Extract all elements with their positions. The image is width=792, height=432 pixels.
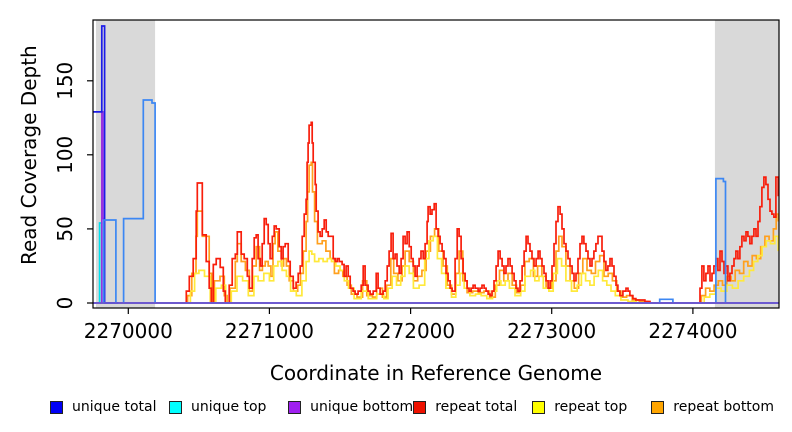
legend-item-unique-bottom: unique bottom — [288, 399, 413, 416]
x-tick-label: 2274000 — [648, 319, 737, 343]
shaded-region — [96, 20, 156, 308]
y-tick-label: 150 — [53, 62, 77, 100]
y-tick-label: 0 — [53, 297, 77, 310]
legend-label: repeat top — [554, 399, 628, 415]
plot-box — [92, 19, 780, 309]
y-tick-label: 50 — [53, 216, 77, 241]
x-tick-label: 2270000 — [84, 319, 173, 343]
series-repeat-bottom-line — [93, 161, 780, 304]
legend-item-unique-top: unique top — [169, 399, 288, 416]
x-axis-label: Coordinate in Reference Genome — [269, 361, 603, 385]
x-tick-label: 2273000 — [507, 319, 596, 343]
y-tick-label: 100 — [53, 136, 77, 174]
series-unique-total-line — [658, 298, 674, 303]
series-repeat-total-line — [93, 121, 780, 304]
y-axis-label: Read Coverage Depth — [17, 45, 41, 265]
legend-item-repeat-bottom: repeat bottom — [651, 399, 774, 416]
legend-label: unique bottom — [310, 399, 414, 415]
legend-label: unique top — [191, 399, 267, 415]
unique-bottom-swatch-icon — [288, 401, 302, 414]
legend-item-unique-total: unique total — [50, 399, 169, 416]
legend-item-repeat-total: repeat total — [413, 399, 532, 416]
x-tick-label: 2271000 — [225, 319, 314, 343]
series-unique-total-line — [102, 219, 117, 303]
legend-label: repeat bottom — [673, 399, 774, 415]
legend-label: repeat total — [435, 399, 518, 415]
legend-item-repeat-top: repeat top — [532, 399, 651, 416]
repeat-total-swatch-icon — [413, 401, 427, 414]
series-unique-total-line — [715, 177, 727, 303]
unique-total-swatch-icon — [50, 401, 63, 414]
legend-label: unique total — [72, 399, 157, 415]
series-unique-total-line — [122, 99, 156, 303]
legend: unique total unique top unique bottom re… — [50, 399, 774, 416]
repeat-top-swatch-icon — [532, 401, 546, 414]
repeat-bottom-swatch-icon — [651, 401, 665, 414]
x-tick-label: 2272000 — [366, 319, 455, 343]
unique-top-swatch-icon — [169, 401, 183, 414]
